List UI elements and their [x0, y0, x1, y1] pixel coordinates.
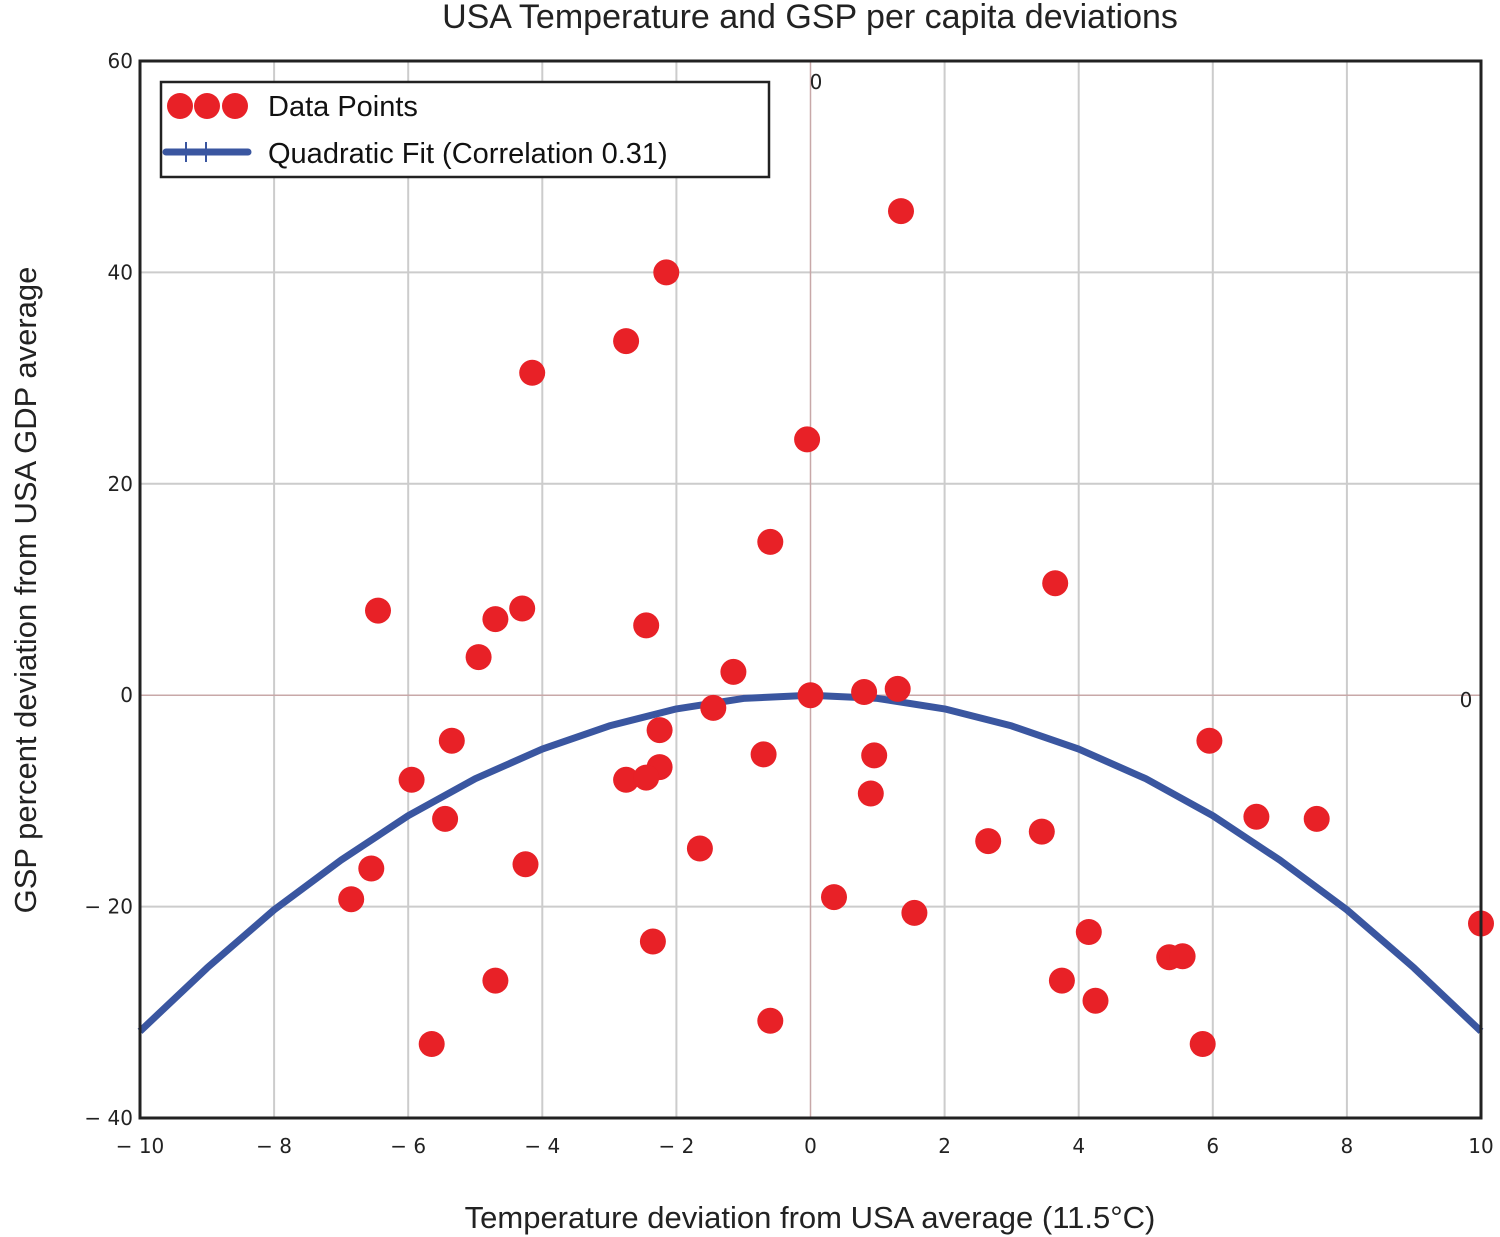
x-tick-label: − 8: [256, 1134, 292, 1158]
y-tick-label: − 20: [84, 895, 133, 919]
data-point: [338, 886, 365, 913]
y-tick-label: − 40: [84, 1106, 133, 1130]
data-point: [901, 899, 928, 926]
data-point: [633, 612, 660, 639]
data-point: [1042, 570, 1069, 597]
data-point: [888, 198, 914, 225]
data-point: [861, 742, 888, 769]
x-tick-labels: − 10 − 8 − 6 − 4 − 2 0 2 4 6 8 10: [116, 1134, 1494, 1158]
legend: Data Points Quadratic Fit (Correlation 0…: [159, 80, 771, 179]
plot-frame: [138, 59, 1483, 1120]
data-point: [720, 658, 747, 685]
data-point: [509, 595, 536, 622]
data-point: [1169, 943, 1196, 970]
data-point: [418, 1031, 445, 1057]
y-axis-label: GSP percent deviation from USA GDP avera…: [8, 267, 43, 914]
y-tick-label: 20: [108, 472, 133, 496]
data-point: [358, 855, 385, 882]
data-point: [512, 851, 539, 878]
data-point: [857, 780, 884, 807]
legend-marker-data-points: [167, 93, 248, 119]
data-point: [1243, 803, 1270, 830]
data-point: [633, 764, 660, 791]
x-tick-label: 2: [938, 1134, 951, 1158]
data-point: [797, 682, 824, 709]
x-tick-label: 6: [1206, 1134, 1219, 1158]
legend-marker-fit-line: [162, 142, 252, 162]
data-point: [613, 328, 640, 355]
data-point: [1075, 919, 1102, 945]
data-point: [686, 835, 713, 862]
x-axis-zero-label: 0: [810, 70, 823, 94]
data-point: [1196, 727, 1223, 754]
data-point: [1028, 818, 1055, 845]
x-tick-label: 0: [804, 1134, 817, 1158]
data-point: [438, 727, 465, 754]
data-point: [700, 694, 727, 721]
data-point: [750, 741, 777, 768]
data-point: [519, 359, 546, 386]
data-point: [365, 597, 391, 624]
data-point: [884, 675, 911, 702]
y-tick-labels: − 40 − 20 0 20 40 60: [84, 49, 133, 1130]
x-tick-label: 4: [1072, 1134, 1085, 1158]
data-point: [482, 967, 509, 994]
data-point: [1189, 1031, 1216, 1057]
data-point: [398, 766, 425, 793]
y-axis-zero-label: 0: [1460, 688, 1473, 712]
legend-dot-icon: [222, 93, 248, 119]
data-point: [757, 1007, 784, 1034]
legend-box: [159, 80, 771, 179]
data-point: [646, 717, 673, 744]
data-point: [757, 528, 784, 555]
data-point: [639, 928, 666, 955]
legend-label-data-points: Data Points: [268, 91, 418, 123]
legend-label-fit: Quadratic Fit (Correlation 0.31): [268, 138, 668, 170]
x-tick-label: 8: [1341, 1134, 1354, 1158]
data-point: [482, 606, 509, 633]
y-tick-label: 40: [108, 260, 133, 284]
y-tick-label: 60: [108, 49, 133, 73]
y-tick-label: 0: [120, 683, 133, 707]
data-point: [1048, 967, 1075, 994]
data-point: [653, 259, 680, 286]
x-tick-label: − 10: [116, 1134, 165, 1158]
data-point: [613, 766, 640, 793]
x-axis-label: Temperature deviation from USA average (…: [465, 1200, 1156, 1235]
data-point: [1082, 987, 1109, 1014]
x-tick-label: − 6: [390, 1134, 426, 1158]
legend-dot-icon: [194, 93, 220, 119]
data-point: [1303, 805, 1330, 832]
zero-lines: [140, 61, 1481, 1118]
data-point: [432, 805, 459, 832]
data-point: [821, 884, 847, 911]
points-layer: [338, 198, 1494, 1057]
x-tick-label: − 4: [524, 1134, 560, 1158]
data-point: [465, 644, 492, 671]
x-tick-label: 10: [1468, 1134, 1493, 1158]
legend-dot-icon: [167, 93, 193, 119]
x-tick-label: − 2: [658, 1134, 694, 1158]
data-point: [851, 679, 878, 705]
data-point: [975, 828, 1002, 855]
data-point: [794, 426, 821, 453]
chart-title: USA Temperature and GSP per capita devia…: [442, 0, 1178, 36]
